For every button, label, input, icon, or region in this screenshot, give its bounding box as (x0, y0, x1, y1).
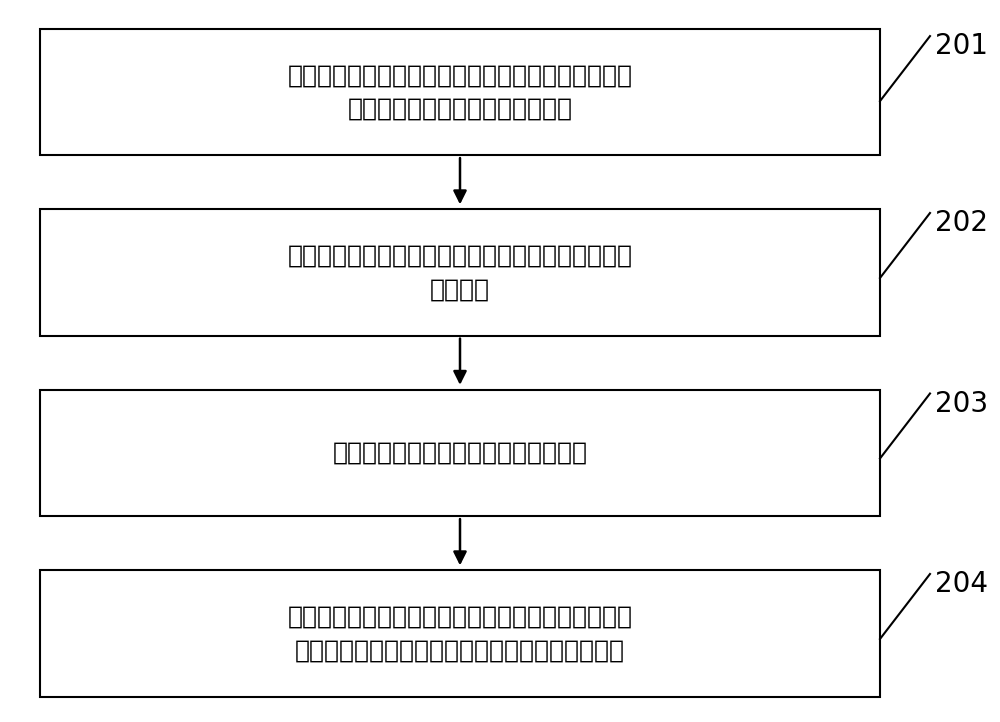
Text: 201: 201 (935, 32, 988, 61)
Text: 204: 204 (935, 570, 988, 599)
Text: 202: 202 (935, 209, 988, 238)
Text: 203: 203 (935, 390, 988, 418)
FancyBboxPatch shape (40, 29, 880, 155)
Text: 根据上述胎儿超声图像的参数确定该胎儿超声图像的
成像分值: 根据上述胎儿超声图像的参数确定该胎儿超声图像的 成像分值 (287, 244, 633, 301)
FancyBboxPatch shape (40, 570, 880, 697)
FancyBboxPatch shape (40, 390, 880, 516)
Text: 确定上述胎儿超声图像对应的检测结果: 确定上述胎儿超声图像对应的检测结果 (332, 441, 588, 465)
Text: 获取胎儿超声图像的参数，该胎儿超声图像的参数用
于确定该胎儿超声图像的成像质量: 获取胎儿超声图像的参数，该胎儿超声图像的参数用 于确定该胎儿超声图像的成像质量 (287, 64, 633, 121)
FancyBboxPatch shape (40, 209, 880, 336)
Text: 根据上述胎儿超声图像的成像分值以及该胎儿超声图
像对应的特征结果确定该胎儿超声图像的成像质量: 根据上述胎儿超声图像的成像分值以及该胎儿超声图 像对应的特征结果确定该胎儿超声图… (287, 605, 633, 662)
